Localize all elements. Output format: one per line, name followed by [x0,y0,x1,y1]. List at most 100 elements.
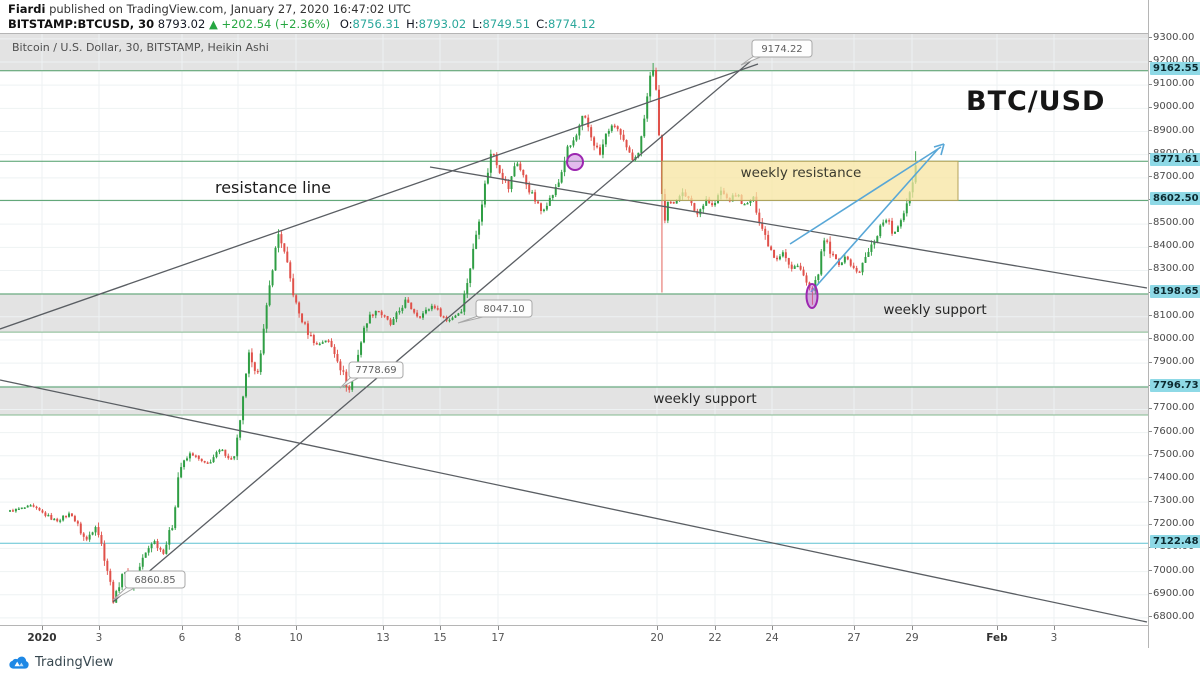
price-tick-label: 7600.00 [1153,425,1195,437]
price-tick-label: 6900.00 [1153,587,1195,599]
candlestick-series [9,62,917,604]
time-axis[interactable]: 2020 3 6 8 10 13 15 17 20 22 24 27 29 Feb 3 [0,625,1148,649]
svg-text:9174.22: 9174.22 [761,44,802,55]
time-tick-label: 3 [95,632,103,644]
price-tick-label: 7200.00 [1153,518,1195,530]
descending-neckline [429,166,1148,289]
low-ellipse [805,283,819,309]
price-tick-label: 7000.00 [1153,564,1195,576]
ohlc-key: C: [536,17,548,31]
ohlc-value: 8793.02 [418,17,467,31]
symbol-line: BITSTAMP:BTCUSD, 30 8793.02 ▲ +202.54 (+… [8,17,1108,31]
annotation-text: weekly resistance [741,165,862,181]
author-name: Fiardi [8,2,46,16]
highlighted-price-label: 7122.48 [1150,534,1200,548]
ohlc-value: 8749.51 [482,17,531,31]
price-bubble [124,570,186,589]
price-tick-label: 8500.00 [1153,217,1195,229]
price-tick-label: 7400.00 [1153,471,1195,483]
price-tick-label: 8900.00 [1153,124,1195,136]
published-line: Fiardi published on TradingView.com, Jan… [8,2,1108,16]
resistance-zone-top [0,34,1148,71]
price-tick-label: 7500.00 [1153,448,1195,460]
snapshot-header: Fiardi published on TradingView.com, Jan… [8,2,1108,31]
weekly-support-zone-1 [0,293,1148,333]
time-tick-label: 15 [433,632,447,644]
highlighted-price-label: 8602.50 [1150,191,1200,205]
price-tick-label: 7300.00 [1153,495,1195,507]
drawing-markers [566,153,819,309]
symbol-interval: BITSTAMP:BTCUSD, 30 [8,17,155,31]
long-descending-line [0,379,1148,623]
time-tick-label: 24 [765,632,779,644]
annotation-text: weekly support [653,391,756,407]
price-tick-label: 8700.00 [1153,170,1195,182]
annotation-text: weekly support [883,302,986,318]
highlighted-price-label: 7796.73 [1150,378,1200,392]
price-tick-label: 8100.00 [1153,309,1195,321]
chart-canvas[interactable]: 9174.22 8047.10 7778.69 6860.85 resistance l… [0,34,1148,626]
price-tick-label: 9000.00 [1153,101,1195,113]
ohlc-key: O: [339,17,353,31]
time-tick-label: 20 [650,632,664,644]
rising-wedge-lower [810,148,939,293]
ohlc-key: L: [472,17,483,31]
rising-wedge-upper [789,146,942,245]
time-tick-label: 22 [708,632,722,644]
price-tick-label: 6800.00 [1153,610,1195,622]
last-price: 8793.02 [157,17,206,31]
price-label-bubbles: 9174.22 8047.10 7778.69 6860.85 [112,39,813,601]
time-tick-label: 27 [847,632,861,644]
tradingview-cloud-logo-icon [9,656,29,669]
svg-text:7778.69: 7778.69 [355,365,396,376]
chart-plot-area[interactable]: 9174.22 8047.10 7778.69 6860.85 resistance l… [0,33,1148,626]
price-tick-label: 9100.00 [1153,78,1195,90]
time-tick-label: 13 [376,632,390,644]
price-tick-label: 8400.00 [1153,240,1195,252]
price-axis[interactable]: 9300.009200.009100.009000.008900.008800.… [1148,0,1200,648]
highlighted-price-label: 9162.55 [1150,62,1200,76]
time-tick-label: Feb [986,632,1008,644]
time-tick-label: 10 [289,632,303,644]
price-tick-label: 9300.00 [1153,31,1195,43]
ascending-channel-line [112,47,767,603]
weekly-support-zone-2 [0,387,1148,416]
pivot-circle [566,153,584,171]
up-arrow-icon: ▲ [208,17,218,31]
tradingview-footer: TradingView [8,655,114,670]
time-tick-label: 3 [1050,632,1058,644]
time-tick-label: 6 [178,632,186,644]
price-bubble [348,361,404,379]
price-change: ▲ +202.54 (+2.36%) [208,17,331,31]
text-annotations: resistance line weekly resistance weekly s… [215,165,987,407]
price-tick-label: 7700.00 [1153,402,1195,414]
level-lines [0,70,1148,544]
price-tick-label: 8300.00 [1153,263,1195,275]
ohlc-value: 8774.12 [547,17,596,31]
time-tick-label: 29 [905,632,919,644]
time-tick-label: 17 [491,632,505,644]
highlighted-price-label: 8771.61 [1150,152,1200,166]
svg-text:8047.10: 8047.10 [483,304,524,315]
trendlines [0,47,1148,623]
ohlc-key: H: [406,17,419,31]
resistance-line [0,63,759,330]
price-bubble [751,39,813,58]
annotation-text: resistance line [215,178,331,197]
price-bubble [475,299,533,318]
time-tick-label: 2020 [27,632,57,644]
highlighted-price-label: 8198.65 [1150,285,1200,299]
price-tick-label: 7900.00 [1153,356,1195,368]
svg-text:6860.85: 6860.85 [134,575,175,586]
price-tick-label: 9200.00 [1153,55,1195,67]
price-tick-label: 8000.00 [1153,332,1195,344]
ohlc-values: O:8756.31 H:8793.02 L:8749.51 C:8774.12 [334,17,596,31]
tradingview-brand-text: TradingView [35,655,114,670]
zones [0,34,1148,416]
gridlines [0,34,1148,626]
time-tick-label: 8 [234,632,242,644]
ohlc-value: 8756.31 [352,17,401,31]
blue-wedge-lines [789,143,945,293]
published-text: published on TradingView.com, January 27… [49,2,411,16]
